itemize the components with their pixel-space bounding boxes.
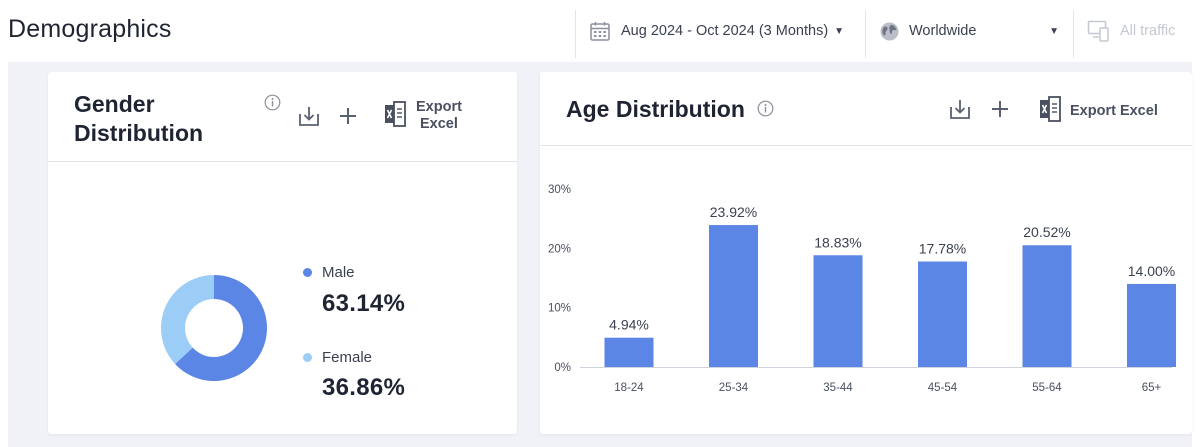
page-title: Demographics — [8, 15, 172, 43]
traffic-selector[interactable]: All traffic — [1087, 18, 1175, 44]
region-selector[interactable]: Worldwide ▼ — [879, 18, 1059, 44]
globe-icon — [879, 21, 900, 42]
gender-title-line1: Gender — [74, 91, 155, 117]
y-tick-label: 30% — [548, 184, 571, 196]
calendar-icon — [589, 20, 611, 42]
bar-data-label: 20.52% — [1023, 224, 1070, 240]
add-icon[interactable] — [990, 99, 1010, 119]
card-divider — [540, 145, 1192, 146]
export-excel-label: Export Excel — [1070, 103, 1158, 119]
excel-icon — [1039, 96, 1061, 127]
gender-title-line2: Distribution — [74, 120, 204, 146]
x-tick-label: 55-64 — [1032, 382, 1062, 394]
y-tick-label: 0% — [554, 362, 571, 374]
gender-card-title: Gender Distribution — [74, 90, 203, 148]
card-divider — [48, 161, 517, 162]
bar-data-label: 17.78% — [919, 241, 966, 257]
y-tick-label: 20% — [548, 243, 571, 255]
age-distribution-card: Age Distribution Export Excel 0% 10% 20% 30… — [540, 72, 1192, 434]
bar-data-label: 4.94% — [609, 317, 649, 333]
info-icon[interactable] — [264, 94, 281, 116]
header-divider — [865, 10, 866, 58]
export-line2: Excel — [420, 116, 458, 132]
header-divider — [1073, 10, 1074, 58]
male-label: Male — [322, 264, 355, 281]
female-label: Female — [322, 349, 373, 366]
donut-slice-male[interactable] — [175, 275, 267, 381]
devices-icon — [1087, 20, 1111, 42]
header-bar: Demographics Aug 2024 - Oct 2024 (3 Mont… — [0, 0, 1200, 62]
legend-male: Male — [303, 264, 355, 281]
donut-slice-female[interactable] — [161, 275, 214, 364]
bar-25-34[interactable] — [709, 225, 758, 367]
chevron-down-icon: ▼ — [1049, 25, 1059, 37]
export-excel-button[interactable]: Export Excel — [384, 99, 462, 133]
download-icon[interactable] — [298, 105, 320, 127]
x-tick-label: 25-34 — [719, 382, 749, 394]
female-value: 36.86% — [322, 374, 406, 401]
y-tick-label: 10% — [548, 303, 571, 315]
header-divider — [575, 10, 576, 58]
bar-data-label: 14.00% — [1128, 263, 1175, 279]
chevron-down-icon: ▼ — [834, 25, 845, 37]
add-icon[interactable] — [338, 106, 358, 126]
download-icon[interactable] — [949, 98, 971, 120]
bar-data-label: 18.83% — [814, 234, 861, 250]
male-color-dot — [303, 268, 312, 277]
excel-icon — [384, 100, 406, 132]
x-tick-label: 45-54 — [928, 382, 958, 394]
legend-female: Female — [303, 349, 372, 366]
bar-18-24[interactable] — [604, 337, 654, 367]
export-excel-label: Export Excel — [416, 99, 462, 133]
date-range-label: Aug 2024 - Oct 2024 (3 Months) — [621, 23, 829, 39]
info-icon[interactable] — [757, 100, 774, 122]
bar-55-64[interactable] — [1022, 245, 1072, 367]
age-card-title: Age Distribution — [566, 96, 745, 122]
x-tick-label: 35-44 — [823, 382, 853, 394]
gender-distribution-card: Gender Distribution Export Excel Male 63… — [48, 72, 517, 434]
female-color-dot — [303, 353, 312, 362]
export-line1: Export — [416, 99, 462, 115]
bar-45-54[interactable] — [918, 261, 967, 367]
gender-donut-chart — [161, 275, 267, 381]
bar-data-label: 23.92% — [710, 204, 757, 220]
age-bar-chart: 0% 10% 20% 30% 4.94% 18-24 23.92% 25-34 18.83% 35… — [548, 184, 1176, 394]
x-tick-label: 18-24 — [614, 382, 644, 394]
date-range-selector[interactable]: Aug 2024 - Oct 2024 (3 Months) ▼ — [589, 18, 844, 44]
x-tick-label: 65+ — [1142, 382, 1162, 394]
male-value: 63.14% — [322, 290, 406, 317]
bar-35-44[interactable] — [813, 255, 863, 367]
export-excel-button[interactable]: Export Excel — [1039, 96, 1158, 127]
traffic-label: All traffic — [1120, 23, 1176, 39]
region-label: Worldwide — [909, 23, 977, 39]
bar-65+[interactable] — [1127, 283, 1176, 367]
